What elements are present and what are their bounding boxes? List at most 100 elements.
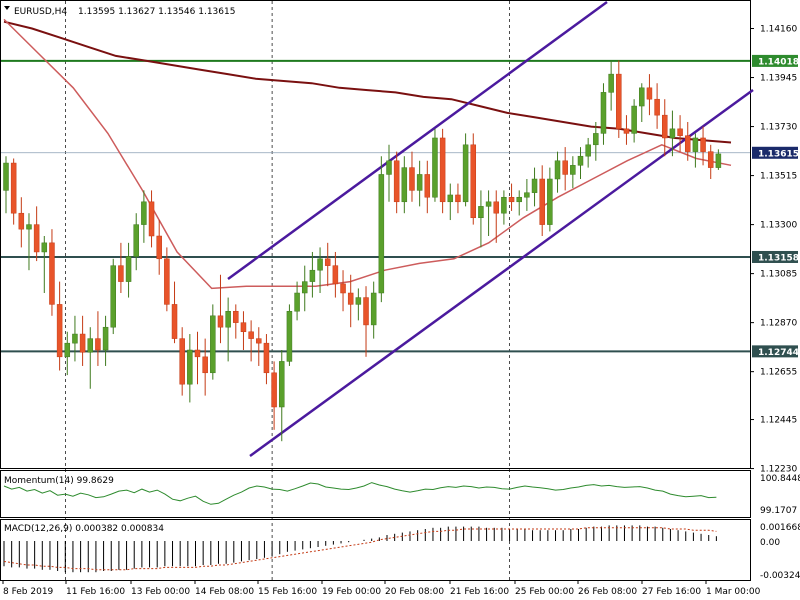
candle-body xyxy=(194,349,201,358)
candle-body xyxy=(317,258,323,271)
time-tick-label: 25 Feb 00:00 xyxy=(515,587,574,597)
price-tick-label: 1.12870 xyxy=(760,319,797,329)
candle-body xyxy=(141,201,147,225)
candle-body xyxy=(570,165,576,175)
level-tag xyxy=(752,345,798,358)
candle-body xyxy=(707,151,714,168)
time-axis: 8 Feb 2019 11 Feb 16:00 13 Feb 00:00 14 Feb… xyxy=(2,580,761,597)
candle-body xyxy=(286,310,293,362)
candle-body xyxy=(393,160,400,203)
candle-body xyxy=(623,128,630,134)
time-tick-label: 11 Feb 16:00 xyxy=(66,587,125,597)
candle-body xyxy=(715,153,722,168)
candle-body xyxy=(462,144,469,203)
candle-body xyxy=(72,333,78,344)
candle-body xyxy=(171,304,178,339)
candle-body xyxy=(256,338,262,344)
candle-body xyxy=(179,338,185,385)
main-pane-frame xyxy=(0,0,751,469)
candle-body xyxy=(10,162,17,214)
channel-lower-line xyxy=(249,88,754,458)
candle-body xyxy=(225,310,231,328)
candle-body xyxy=(478,206,484,219)
price-tick-label: 1.13730 xyxy=(760,123,797,133)
candle-body xyxy=(110,265,116,328)
time-tick-label: 19 Feb 00:00 xyxy=(322,587,381,597)
candle-body xyxy=(416,174,423,191)
candle-body xyxy=(263,342,270,374)
macd-tick-low: -0.003243 xyxy=(760,571,800,581)
candle-body xyxy=(332,265,339,285)
candle-body xyxy=(439,137,446,203)
candle-body xyxy=(202,356,208,374)
candle-body xyxy=(164,258,170,305)
level-tag xyxy=(752,54,798,67)
time-tick-label: 14 Feb 08:00 xyxy=(195,587,254,597)
slow-moving-average-line xyxy=(3,20,732,144)
price-tick-label: 1.13945 xyxy=(760,74,797,84)
level-tag-label: 1.14018 xyxy=(758,57,799,67)
candle-body xyxy=(600,92,607,134)
candle-body xyxy=(3,162,9,191)
candle-body xyxy=(616,73,622,130)
trend-channel xyxy=(227,0,754,458)
macd-tick-high: 0.001668 xyxy=(760,523,800,533)
candle-body xyxy=(554,160,561,180)
candle-body xyxy=(217,315,224,328)
chevron-down-icon[interactable] xyxy=(4,6,10,10)
candle-body xyxy=(447,194,454,203)
candlesticks xyxy=(3,60,722,442)
candle-body xyxy=(18,212,25,230)
candle-body xyxy=(669,128,676,139)
price-tick-label: 1.12445 xyxy=(760,416,797,426)
candle-body xyxy=(64,342,71,358)
momentum-tick-high: 100.8448 xyxy=(760,474,800,484)
candle-body xyxy=(432,137,438,198)
candle-body xyxy=(531,178,538,193)
candle-body xyxy=(240,322,247,333)
candle-body xyxy=(524,192,530,198)
candle-body xyxy=(547,178,553,225)
time-tick-label: 1 Mar 00:00 xyxy=(706,587,761,597)
candle-body xyxy=(470,144,477,219)
candle-body xyxy=(401,167,408,203)
candle-body xyxy=(539,178,545,225)
candle-body xyxy=(608,73,614,93)
candle-body xyxy=(455,194,461,203)
price-tick-label: 1.12655 xyxy=(760,368,797,378)
candle-body xyxy=(95,338,101,351)
candle-body xyxy=(271,372,277,408)
momentum-label: Momentum(14) 99.8629 xyxy=(4,476,114,486)
candle-body xyxy=(26,224,32,230)
candle-body xyxy=(386,160,392,175)
candle-body xyxy=(508,196,515,203)
time-tick-label: 27 Feb 16:00 xyxy=(642,587,701,597)
current-price-label: 1.13615 xyxy=(758,149,799,159)
candle-body xyxy=(56,304,63,358)
vertical-gridlines xyxy=(65,1,510,580)
candle-body xyxy=(654,98,660,116)
candle-body xyxy=(378,174,385,294)
macd-indicator: 0.001668 0.00 -0.003243 xyxy=(3,523,800,581)
time-tick-label: 8 Feb 2019 xyxy=(3,587,54,597)
candle-body xyxy=(631,105,637,134)
candle-body xyxy=(692,137,699,152)
candle-body xyxy=(294,292,300,312)
price-tick-label: 1.13300 xyxy=(760,221,797,231)
momentum-pane-frame xyxy=(0,470,751,518)
candle-body xyxy=(156,235,162,260)
candle-body xyxy=(355,297,362,305)
candle-body xyxy=(585,144,591,157)
candle-body xyxy=(125,256,132,282)
price-tick-label: 1.13515 xyxy=(760,172,797,182)
candle-body xyxy=(577,155,584,166)
macd-tick-zero: 0.00 xyxy=(760,538,780,548)
candle-body xyxy=(148,201,155,237)
candle-body xyxy=(102,326,109,351)
candle-body xyxy=(677,128,683,136)
candle-body xyxy=(41,242,48,253)
candle-body xyxy=(593,133,599,146)
candle-body xyxy=(700,137,706,152)
momentum-tick-low: 99.1707 xyxy=(760,506,797,516)
